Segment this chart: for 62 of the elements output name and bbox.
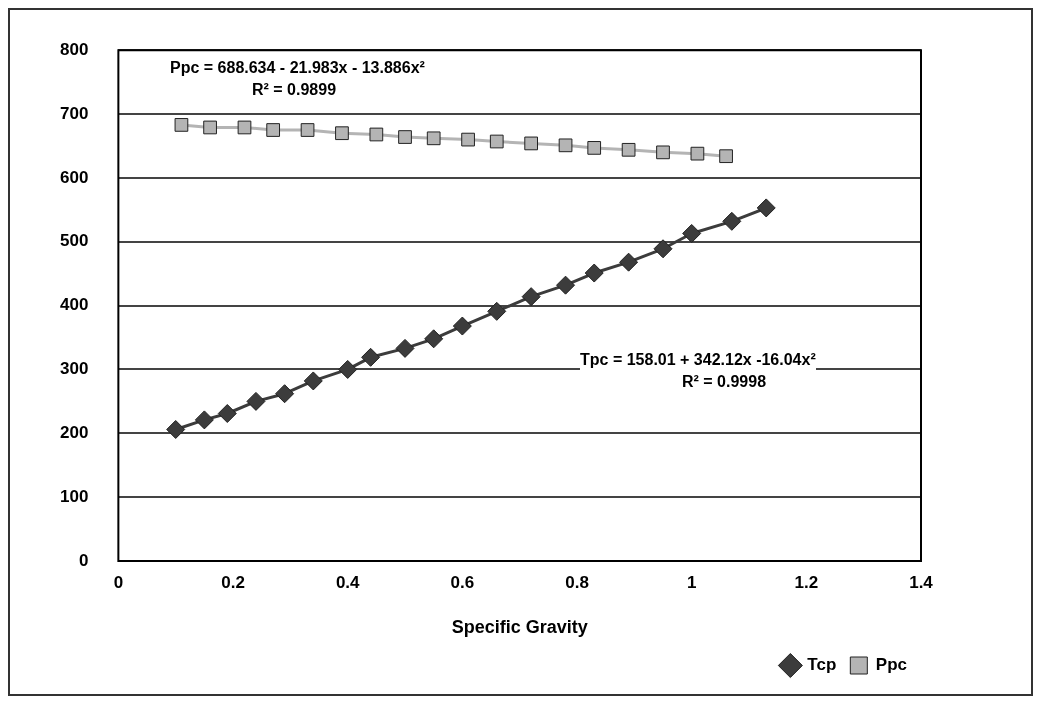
point — [335, 126, 349, 141]
point — [719, 149, 733, 164]
point — [166, 419, 186, 439]
x-axis-title: Specific Gravity — [451, 617, 588, 638]
y-tick-label: 300 — [59, 359, 89, 379]
point — [303, 371, 323, 391]
point — [653, 239, 673, 259]
x-tick-label: 0.4 — [335, 572, 361, 592]
point — [521, 287, 541, 307]
point — [621, 142, 636, 157]
point — [338, 359, 358, 379]
point — [587, 141, 602, 155]
x-tick-label: 0 — [113, 572, 124, 592]
point — [424, 329, 444, 349]
point — [722, 211, 742, 231]
y-tick-label: 700 — [59, 103, 89, 123]
x-tick-label: 0.6 — [450, 572, 475, 592]
point — [690, 146, 705, 161]
y-tick-label: 0 — [78, 550, 89, 570]
annotation: R² = 0.9998 — [682, 372, 767, 392]
point — [558, 138, 573, 153]
point — [266, 123, 281, 137]
y-tick-label: 500 — [59, 231, 89, 251]
x-tick-label: 1 — [686, 572, 697, 592]
annotation: Ppc = 688.634 - 21.983x - 13.886x² — [170, 58, 425, 78]
point — [361, 347, 381, 367]
point — [556, 275, 576, 295]
y-tick-label: 200 — [59, 422, 89, 442]
x-tick-label: 1.2 — [794, 572, 819, 592]
annotation: Tpc = 158.01 + 342.12x -16.04x² — [580, 350, 816, 370]
point — [452, 316, 472, 336]
y-tick-label: 600 — [59, 167, 89, 187]
y-tick-label: 800 — [59, 39, 89, 59]
point — [487, 301, 507, 321]
legend-label: Tcp — [807, 655, 837, 675]
point — [300, 123, 315, 137]
point — [237, 120, 252, 135]
legend-label: Ppc — [875, 655, 908, 675]
point — [398, 130, 412, 144]
point — [194, 410, 214, 430]
point — [174, 118, 189, 132]
point — [756, 198, 776, 218]
point — [426, 131, 441, 146]
y-tick-label: 400 — [59, 295, 89, 315]
y-tick-label: 100 — [59, 486, 89, 506]
point — [489, 134, 504, 149]
point — [203, 120, 217, 135]
point — [275, 384, 295, 404]
point — [369, 127, 384, 142]
point — [246, 391, 266, 411]
point — [461, 132, 475, 147]
point — [656, 145, 670, 160]
x-tick-label: 1.4 — [909, 572, 934, 592]
point — [682, 223, 702, 243]
point — [584, 263, 604, 283]
annotation: R² = 0.9899 — [252, 80, 337, 100]
x-tick-label: 0.8 — [565, 572, 589, 592]
x-tick-label: 0.2 — [221, 572, 245, 592]
point — [395, 338, 415, 358]
point — [619, 252, 639, 272]
point — [217, 404, 237, 424]
point — [524, 136, 539, 151]
